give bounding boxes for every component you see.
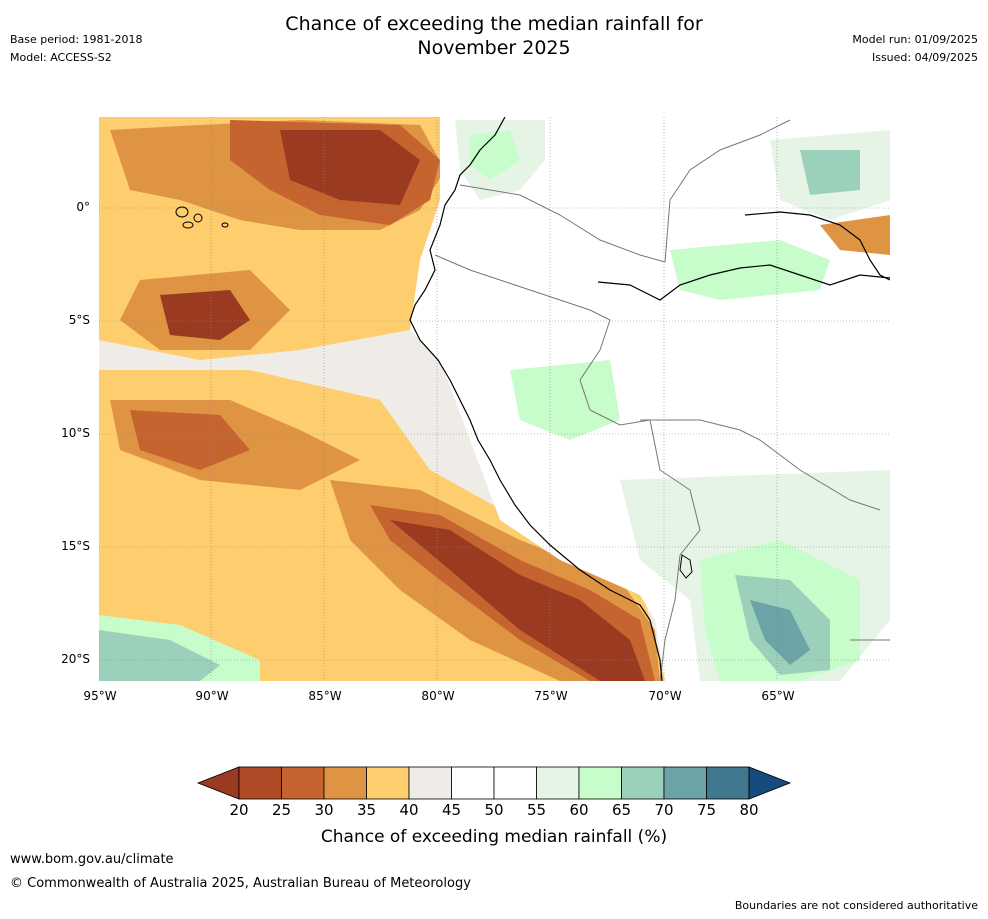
- lon-label-80w: 80°W: [421, 689, 455, 703]
- dry-core-north: [280, 130, 420, 205]
- dry-core-south: [390, 520, 645, 681]
- lon-label-95w: 95°W: [83, 689, 117, 703]
- model-name: Model: ACCESS-S2: [10, 51, 112, 64]
- lon-label-70w: 70°W: [648, 689, 682, 703]
- wet-patch-southeast-75: [750, 600, 810, 665]
- country-boundaries: [434, 119, 890, 681]
- meta-right: Model run: 01/09/2025 Issued: 04/09/2025: [852, 31, 978, 67]
- colorbar-tick-label: 40: [399, 801, 419, 819]
- lat-label-15s: 15°S: [61, 539, 90, 553]
- colorbar-tick-label: 30: [314, 801, 334, 819]
- colorbar-cell: [578, 766, 622, 800]
- colorbar-cell: [663, 766, 707, 800]
- colorbar-tick-label: 75: [696, 801, 717, 819]
- colorbar-tick-label: 25: [271, 801, 292, 819]
- colorbar-tick-label: 65: [611, 801, 632, 819]
- lat-label-0: 0°: [76, 200, 90, 214]
- wet-patch-southwest-70: [99, 630, 220, 681]
- lon-label-90w: 90°W: [195, 689, 229, 703]
- colorbar-cell: [323, 766, 367, 800]
- colorbar-tick-label: 50: [484, 801, 504, 819]
- colorbar-arrow-low: [196, 766, 240, 800]
- colorbar-tick-label: 70: [654, 801, 674, 819]
- colorbar-arrow-high: [748, 766, 792, 800]
- amazon-river: [597, 264, 890, 301]
- colorbar-cell: [493, 766, 537, 800]
- wet-patch-north-core: [470, 130, 520, 180]
- graticule: [99, 117, 890, 681]
- colorbar-tick-label: 20: [229, 801, 249, 819]
- amazon-river-north: [744, 211, 890, 281]
- colorbar-cell: [451, 766, 495, 800]
- chart-title: Chance of exceeding the median rainfall …: [0, 12, 988, 60]
- colorbar-cell: [281, 766, 325, 800]
- model-run: Model run: 01/09/2025: [852, 33, 978, 46]
- footer-url[interactable]: www.bom.gov.au/climate: [10, 852, 174, 867]
- lon-label-85w: 85°W: [308, 689, 342, 703]
- lake-titicaca: [679, 554, 693, 579]
- title-line-1: Chance of exceeding the median rainfall …: [285, 13, 703, 35]
- colorbar-tick-label: 35: [356, 801, 377, 819]
- base-period: Base period: 1981-2018: [10, 33, 143, 46]
- colorbar-tick-label: 55: [526, 801, 547, 819]
- footer-note: Boundaries are not considered authoritat…: [734, 899, 978, 912]
- colorbar-cell: [366, 766, 410, 800]
- footer-copyright: © Commonwealth of Australia 2025, Austra…: [10, 876, 471, 891]
- colorbar-tick-label: 45: [441, 801, 462, 819]
- title-line-2: November 2025: [417, 37, 571, 59]
- wet-patch-central: [510, 360, 620, 440]
- colorbar-cell: [238, 766, 282, 800]
- wet-patch-northeast-core: [800, 150, 860, 195]
- colorbar-cell: [408, 766, 452, 800]
- map-field: [99, 117, 890, 681]
- colorbar-tick-label: 60: [569, 801, 589, 819]
- lon-label-65w: 65°W: [761, 689, 795, 703]
- wet-patch-amazon: [670, 240, 830, 300]
- lat-label-10s: 10°S: [61, 426, 90, 440]
- meta-left: Base period: 1981-2018 Model: ACCESS-S2: [10, 31, 142, 67]
- colorbar-cell: [536, 766, 580, 800]
- dry-patch-northeast: [820, 215, 890, 255]
- lat-label-20s: 20°S: [61, 652, 90, 666]
- colorbar-cells: [196, 766, 792, 800]
- galapagos-islands: [175, 206, 229, 229]
- dry-core-west: [160, 290, 250, 340]
- lon-label-75w: 75°W: [534, 689, 568, 703]
- issued-date: Issued: 04/09/2025: [871, 51, 978, 64]
- lat-label-5s: 5°S: [68, 313, 90, 327]
- dry-band-25-central: [130, 410, 250, 470]
- colorbar-cell: [706, 766, 750, 800]
- colorbar-cell: [621, 766, 665, 800]
- colorbar-label: Chance of exceeding median rainfall (%): [320, 827, 668, 847]
- pacific-coastline: [409, 117, 663, 681]
- colorbar-tick-label: 80: [739, 801, 759, 819]
